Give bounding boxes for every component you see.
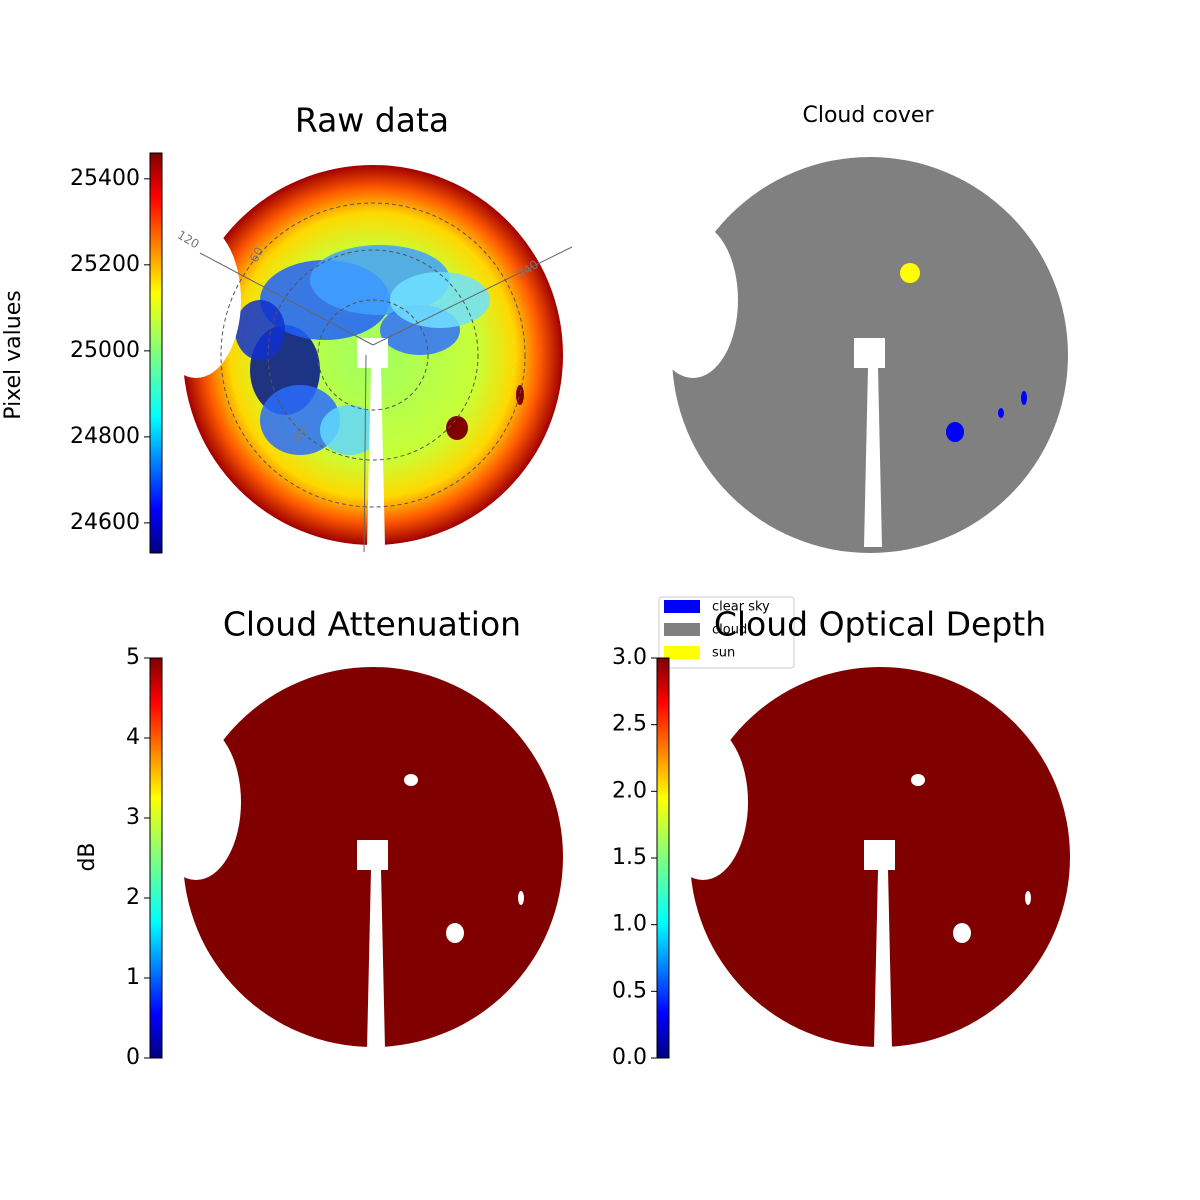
mast-mask xyxy=(357,338,388,547)
polar-spoke xyxy=(372,246,573,346)
image-region xyxy=(260,385,340,455)
polar-ring xyxy=(220,202,526,508)
image-region xyxy=(446,416,468,440)
colorbar-tick-label: 2 xyxy=(126,885,140,910)
sun-mask xyxy=(404,774,418,786)
clear-sky-region xyxy=(1021,391,1027,405)
legend-swatch xyxy=(664,600,700,613)
image-region xyxy=(390,272,490,328)
colorbar xyxy=(149,657,163,1059)
panel-title: Cloud Optical Depth xyxy=(714,605,1046,644)
sun-mask xyxy=(911,774,925,786)
legend-swatch xyxy=(664,646,700,659)
polar-spoke xyxy=(199,252,374,346)
legend-swatch xyxy=(664,623,700,636)
panel-title: Cloud Attenuation xyxy=(223,605,521,644)
image-region xyxy=(235,300,285,360)
horizon-mask xyxy=(151,724,241,880)
clear-mask xyxy=(953,923,971,943)
colorbar-tick-label: 25000 xyxy=(70,338,140,363)
colorbar-tick-label: 0 xyxy=(126,1045,140,1070)
panel-title: Raw data xyxy=(295,101,449,140)
polar-ring xyxy=(267,249,479,461)
colorbar-tick-label: 5 xyxy=(126,645,140,670)
horizon-mask xyxy=(658,724,748,880)
mast-mask xyxy=(864,840,895,1049)
horizon-mask xyxy=(151,222,241,378)
colorbar-label: Pixel values xyxy=(1,290,26,419)
clear-mask xyxy=(446,923,464,943)
polar-spoke xyxy=(363,354,367,553)
colorbar xyxy=(149,152,163,554)
colorbar-tick-label: 1 xyxy=(126,965,140,990)
image-region xyxy=(516,385,524,405)
legend-label: clear sky xyxy=(712,600,770,615)
colorbar-tick-label: 25400 xyxy=(70,166,140,191)
colorbar-tick-label: 2.0 xyxy=(612,778,647,803)
clear-mask xyxy=(518,891,524,905)
legend-label: cloud xyxy=(712,623,747,638)
colorbar-tick-label: 24600 xyxy=(70,510,140,535)
colorbar-tick-label: 0.5 xyxy=(612,978,647,1003)
mast-mask xyxy=(357,840,388,1049)
sun-region xyxy=(900,263,920,283)
colorbar-tick-label: 1.0 xyxy=(612,912,647,937)
legend-label: sun xyxy=(712,646,735,661)
colorbar-tick-label: 1.5 xyxy=(612,845,647,870)
colorbar-tick-label: 4 xyxy=(126,725,140,750)
clear-sky-region xyxy=(998,408,1004,418)
colorbar-tick-label: 24800 xyxy=(70,424,140,449)
colorbar-tick-label: 3 xyxy=(126,805,140,830)
colorbar-tick-label: 0.0 xyxy=(612,1045,647,1070)
colorbar-tick-label: 2.5 xyxy=(612,712,647,737)
clear-mask xyxy=(1025,891,1031,905)
horizon-mask xyxy=(648,222,738,378)
colorbar-tick-label: 3.0 xyxy=(612,645,647,670)
panel-title: Cloud cover xyxy=(803,103,935,128)
colorbar-tick-label: 25200 xyxy=(70,252,140,277)
colorbar-label: dB xyxy=(75,842,100,871)
polar-ring xyxy=(317,299,429,411)
polar-label: 40 xyxy=(290,425,310,445)
polar-label: 60 xyxy=(247,245,267,265)
clear-sky-region xyxy=(946,422,964,442)
colorbar xyxy=(656,657,670,1059)
mast-mask xyxy=(854,338,885,547)
